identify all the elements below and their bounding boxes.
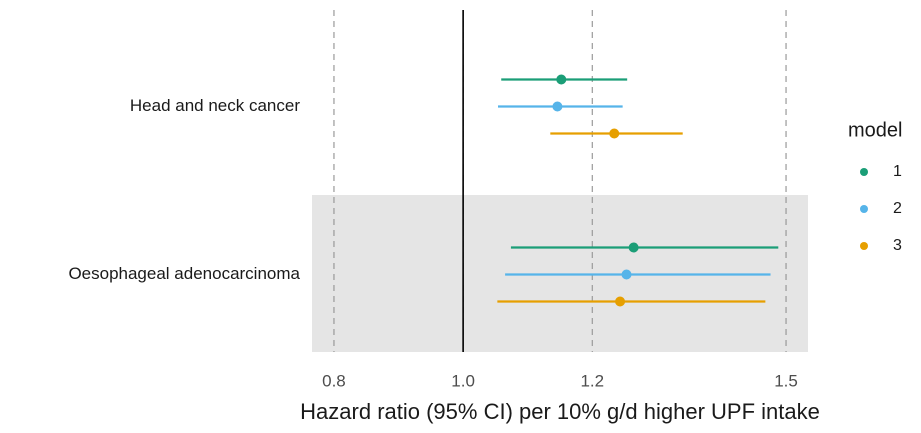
- legend-title: model: [848, 119, 902, 141]
- point: [628, 242, 639, 253]
- x-tick-label: 1.0: [451, 371, 475, 390]
- legend-marker: [860, 205, 868, 213]
- point: [556, 74, 567, 85]
- legend-label: 2: [893, 200, 902, 217]
- x-tick-label: 1.2: [580, 371, 604, 390]
- legend-marker: [860, 168, 868, 176]
- point: [621, 269, 632, 280]
- legend-label: 1: [893, 163, 902, 180]
- legend-marker: [860, 242, 868, 250]
- y-tick-label: Head and neck cancer: [130, 96, 300, 115]
- y-tick-label: Oesophageal adenocarcinoma: [68, 264, 300, 283]
- point: [609, 128, 620, 139]
- x-tick-label: 0.8: [322, 371, 346, 390]
- x-tick-label: 1.5: [774, 371, 798, 390]
- x-axis-label: Hazard ratio (95% CI) per 10% g/d higher…: [300, 399, 820, 424]
- point: [552, 101, 563, 112]
- point: [615, 296, 626, 307]
- legend-label: 3: [893, 237, 902, 254]
